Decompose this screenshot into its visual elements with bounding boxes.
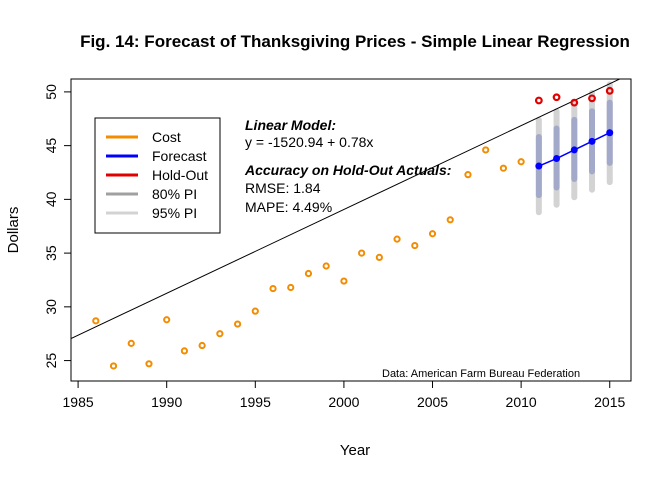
holdout-point <box>552 93 561 102</box>
forecast-point <box>553 155 561 163</box>
cost-point <box>145 360 153 368</box>
cost-point <box>251 307 259 315</box>
holdout-point <box>534 96 543 105</box>
cost-point <box>411 241 419 250</box>
cost-point <box>322 262 330 270</box>
cost-point <box>269 284 277 293</box>
x-tick-label: 2015 <box>594 394 625 410</box>
cost-point <box>92 317 100 325</box>
forecast-point <box>606 129 614 137</box>
x-tick-label: 2000 <box>328 394 359 410</box>
cost-point <box>393 235 401 243</box>
cost-point <box>464 171 472 179</box>
legend-label: 95% PI <box>152 205 197 221</box>
y-tick-label: 50 <box>43 84 59 100</box>
legend-label: Hold-Out <box>152 167 208 183</box>
cost-point <box>499 164 508 172</box>
x-tick-label: 2010 <box>506 394 537 410</box>
cost-point <box>163 316 171 324</box>
x-axis-ticks: 1985 1990 1995 2000 2005 2010 2015 <box>63 381 626 410</box>
cost-point <box>517 158 525 166</box>
y-tick-label: 40 <box>43 191 59 207</box>
chart-title: Fig. 14: Forecast of Thanksgiving Prices… <box>80 32 630 51</box>
cost-point <box>180 347 189 355</box>
y-tick-label: 35 <box>43 245 59 261</box>
legend: Cost Forecast Hold-Out 80% PI 95% PI <box>94 117 221 234</box>
y-axis-label: Dollars <box>5 207 22 254</box>
holdout-point <box>605 86 614 95</box>
legend-label: Cost <box>152 129 181 145</box>
cost-point <box>127 339 135 347</box>
cost-point <box>340 277 348 285</box>
y-axis-ticks: 25 30 35 40 45 50 <box>43 84 71 368</box>
forecast-point <box>588 137 596 145</box>
y-tick-label: 45 <box>43 138 59 154</box>
accuracy-heading: Accuracy on Hold-Out Actuals: <box>244 162 451 178</box>
cost-points <box>92 146 525 370</box>
y-tick-label: 30 <box>43 299 59 315</box>
cost-point <box>109 362 118 370</box>
cost-point <box>428 230 437 238</box>
holdout-point <box>588 94 596 103</box>
x-tick-label: 2005 <box>417 394 448 410</box>
regression-line <box>71 79 621 340</box>
rmse-value: RMSE: 1.84 <box>245 180 321 196</box>
legend-label: 80% PI <box>152 186 197 202</box>
cost-point <box>304 269 313 278</box>
legend-label: Forecast <box>152 148 207 164</box>
cost-point <box>198 341 206 350</box>
holdout-points <box>534 86 614 107</box>
cost-point <box>358 249 366 257</box>
model-annotation: Linear Model: y = -1520.94 + 0.78x Accur… <box>244 117 451 215</box>
cost-point <box>482 146 490 154</box>
x-tick-label: 1995 <box>240 394 271 410</box>
x-tick-label: 1990 <box>151 394 182 410</box>
model-heading: Linear Model: <box>245 117 336 133</box>
forecast-point <box>535 162 543 170</box>
forecast-points <box>535 129 614 170</box>
model-equation: y = -1520.94 + 0.78x <box>245 134 373 150</box>
x-axis-label: Year <box>340 442 370 459</box>
holdout-point <box>570 98 579 107</box>
mape-value: MAPE: 4.49% <box>245 199 332 215</box>
cost-point <box>233 320 242 328</box>
cost-point <box>216 330 224 338</box>
forecast-point <box>570 146 578 154</box>
data-source: Data: American Farm Bureau Federation <box>382 368 580 380</box>
y-tick-label: 25 <box>43 353 59 369</box>
cost-point <box>375 253 383 262</box>
cost-point <box>287 283 295 292</box>
x-tick-label: 1985 <box>63 394 94 410</box>
cost-point <box>446 216 454 224</box>
